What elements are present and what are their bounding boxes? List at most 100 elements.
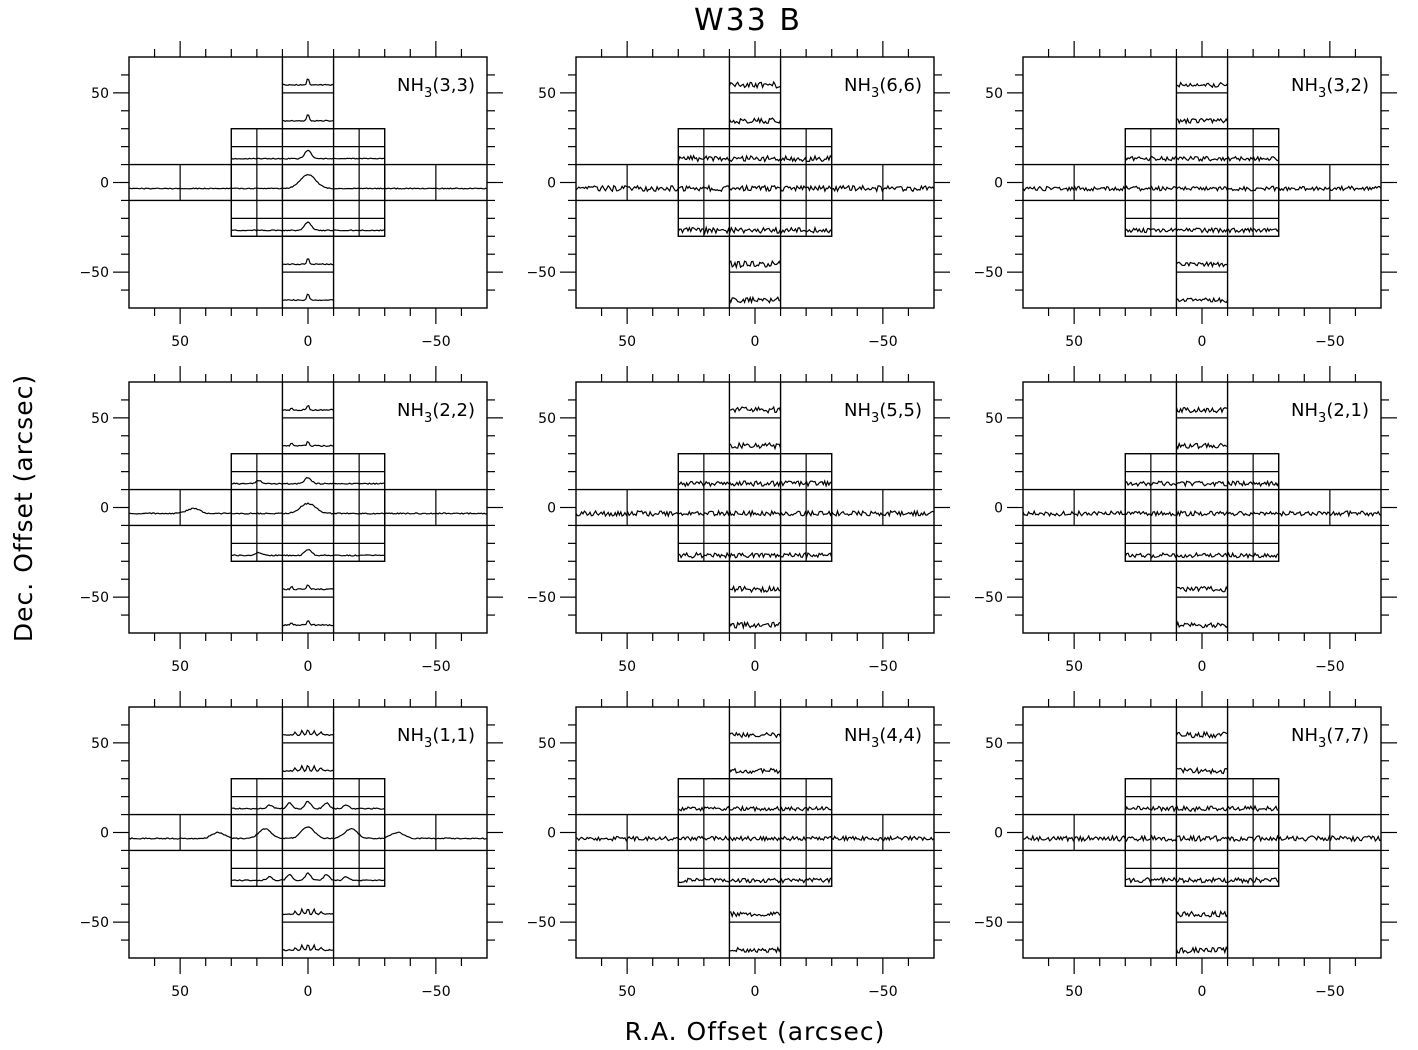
central-box <box>677 778 833 887</box>
y-tick-label: 50 <box>985 86 1003 102</box>
x-tick-label: 0 <box>751 334 760 350</box>
y-tick-label: 50 <box>91 86 109 102</box>
panel-6: 50 0 −50 50 0 −50 NH3(2,1) <box>973 366 1397 675</box>
x-tick-label: 50 <box>1065 334 1083 350</box>
panel-1: 50 0 −50 50 0 −50 NH3(3,3) <box>79 41 503 350</box>
x-tick-label: −50 <box>1315 984 1345 1000</box>
panel-label: NH3(6,6) <box>844 75 922 101</box>
y-tick-label: 50 <box>538 736 556 752</box>
y-tick-label: 0 <box>100 826 109 842</box>
y-tick-label: 0 <box>547 176 556 192</box>
panel-label: NH3(3,3) <box>397 75 475 101</box>
x-tick-label: 0 <box>304 334 313 350</box>
x-tick-label: 0 <box>751 984 760 1000</box>
spectrum-line <box>575 183 935 194</box>
panel-label: NH3(7,7) <box>1291 725 1369 751</box>
x-tick-label: 0 <box>1198 659 1207 675</box>
spectrum-line <box>729 946 782 954</box>
y-tick-label: −50 <box>526 265 556 281</box>
spectrum-line <box>1175 620 1228 629</box>
panel-label: NH3(2,2) <box>397 400 475 426</box>
central-box <box>677 453 833 562</box>
spectrum-line <box>1175 405 1228 414</box>
spectrum-line <box>282 293 334 302</box>
y-tick-label: −50 <box>973 915 1003 931</box>
y-tick-label: 50 <box>985 411 1003 427</box>
x-tick-label: −50 <box>868 984 898 1000</box>
spectrum-line <box>575 834 935 843</box>
spectrum-line <box>1176 585 1229 593</box>
spectrum-line <box>728 620 781 631</box>
spectrum-line <box>678 551 833 560</box>
panel-3: 50 0 −50 50 0 −50 NH3(3,2) <box>973 41 1397 350</box>
y-tick-label: 0 <box>994 176 1003 192</box>
x-tick-label: 50 <box>618 334 636 350</box>
y-tick-label: 50 <box>91 736 109 752</box>
central-box <box>230 453 386 562</box>
spectrum-line <box>728 731 782 739</box>
central-box <box>1124 128 1280 237</box>
y-tick-label: −50 <box>526 590 556 606</box>
x-tick-label: −50 <box>421 334 451 350</box>
y-tick-label: 50 <box>538 86 556 102</box>
x-tick-label: −50 <box>421 659 451 675</box>
transition-text: (6,6) <box>879 75 922 96</box>
spectrum-line <box>728 295 781 305</box>
y-tick-label: −50 <box>973 590 1003 606</box>
spectrum-line <box>1176 117 1229 125</box>
subscript-text: 3 <box>871 736 879 751</box>
panel-8: 50 0 −50 50 0 −50 NH3(4,4) <box>526 691 950 1000</box>
spectrum-line <box>728 441 782 451</box>
x-tick-label: 50 <box>618 659 636 675</box>
spectrum-line <box>1175 441 1228 451</box>
central-box <box>230 128 386 237</box>
spectrum-line <box>1176 260 1228 269</box>
spectrum-line <box>729 405 782 414</box>
spectrum-line <box>677 877 832 885</box>
y-tick-label: 50 <box>538 411 556 427</box>
x-tick-label: 0 <box>1198 984 1207 1000</box>
subscript-text: 3 <box>424 411 432 426</box>
species-text: NH <box>1291 400 1318 421</box>
spectrum-line <box>677 154 833 164</box>
central-box <box>230 778 386 887</box>
spectrum-line <box>231 221 385 232</box>
species-text: NH <box>1291 725 1318 746</box>
spectrum-line <box>231 477 385 485</box>
spectrum-line <box>282 78 334 87</box>
x-tick-label: 0 <box>304 659 313 675</box>
subscript-text: 3 <box>871 86 879 101</box>
x-tick-label: 50 <box>171 334 189 350</box>
y-tick-label: 0 <box>100 176 109 192</box>
spectrum-line <box>1022 834 1382 843</box>
x-tick-label: −50 <box>1315 334 1345 350</box>
panel-9: 50 0 −50 50 0 −50 NH3(7,7) <box>973 691 1397 1000</box>
x-tick-label: −50 <box>1315 659 1345 675</box>
panel-label: NH3(2,1) <box>1291 400 1369 426</box>
spectrum-line <box>231 871 385 882</box>
x-tick-label: 0 <box>1198 334 1207 350</box>
spectrum-line <box>1125 479 1280 488</box>
spectrum-line <box>282 729 334 737</box>
spectrum-line <box>282 584 334 591</box>
species-text: NH <box>844 400 871 421</box>
y-tick-label: −50 <box>79 915 109 931</box>
spectrum-line <box>728 767 782 775</box>
y-tick-label: 50 <box>91 411 109 427</box>
species-text: NH <box>844 75 871 96</box>
spectrum-line <box>128 826 488 840</box>
transition-text: (2,1) <box>1326 400 1369 421</box>
subscript-text: 3 <box>1318 736 1326 751</box>
y-tick-label: 0 <box>100 501 109 517</box>
spectrum-line <box>282 620 334 627</box>
spectrum-line <box>1124 226 1280 235</box>
spectrum-line <box>1176 81 1229 89</box>
spectrum-line <box>1124 551 1279 560</box>
y-tick-label: 0 <box>994 501 1003 517</box>
spectrum-line <box>231 800 385 810</box>
spectrum-line <box>729 910 782 919</box>
panel-label: NH3(5,5) <box>844 400 922 426</box>
subscript-text: 3 <box>871 411 879 426</box>
